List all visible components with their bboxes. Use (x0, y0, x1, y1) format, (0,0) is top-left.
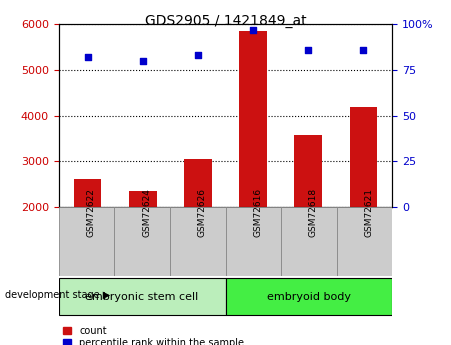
Bar (184, 159, 212, 207)
Bar (239, 31, 267, 207)
Bar (129, 190, 156, 207)
Point (194, 52, 202, 58)
Bar (226, 278, 392, 315)
Point (139, 58, 147, 63)
Point (360, 47, 367, 52)
Legend: count, percentile rank within the sample: count, percentile rank within the sample (64, 326, 244, 345)
Text: GSM72618: GSM72618 (309, 188, 318, 237)
Bar (74, 179, 101, 207)
Text: GSM72626: GSM72626 (198, 188, 207, 237)
Bar (226, 207, 281, 276)
Bar (281, 207, 337, 276)
Point (304, 47, 312, 52)
Text: GSM72621: GSM72621 (364, 188, 373, 237)
Text: embryoid body: embryoid body (267, 292, 351, 302)
Text: GSM72616: GSM72616 (253, 188, 262, 237)
Bar (170, 207, 226, 276)
Bar (59, 278, 226, 315)
Text: GSM72622: GSM72622 (87, 188, 96, 237)
Point (84, 54, 91, 60)
Bar (337, 207, 392, 276)
Bar (114, 207, 170, 276)
Bar (350, 107, 377, 207)
Bar (59, 207, 114, 276)
Text: GDS2905 / 1421849_at: GDS2905 / 1421849_at (145, 14, 306, 28)
Text: GSM72624: GSM72624 (142, 188, 151, 237)
Text: embryonic stem cell: embryonic stem cell (85, 292, 199, 302)
Text: development stage ▶: development stage ▶ (5, 290, 110, 299)
Bar (295, 135, 322, 207)
Point (249, 27, 257, 32)
